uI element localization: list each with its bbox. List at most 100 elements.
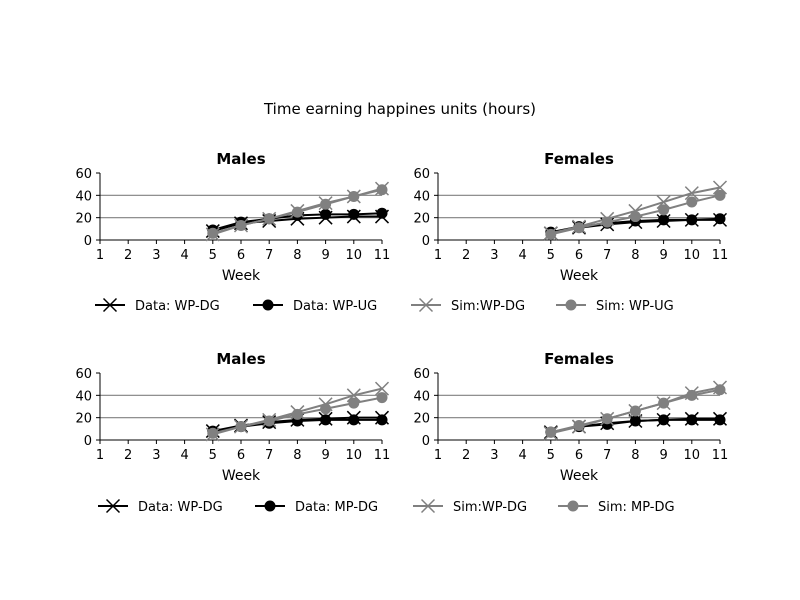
legend-label: Data: WP-UG — [293, 299, 377, 314]
x-tick-label: 9 — [659, 448, 667, 463]
legend-label: Data: WP-DG — [138, 500, 223, 515]
data-point — [235, 219, 247, 231]
series-sim-wp-ug — [207, 184, 388, 239]
x-tick-label: 1 — [434, 448, 442, 463]
x-axis-label: Week — [222, 268, 261, 284]
y-tick-label: 0 — [422, 434, 430, 449]
legend-item: Sim: WP-UG — [556, 299, 674, 314]
chart-panel-2: 0 20 40 60 1 2 3 4 5 6 7 8 9 10 11 Females Week — [413, 150, 728, 284]
series-sim-wp-ug — [545, 189, 726, 240]
data-point — [291, 206, 303, 218]
series-sim-mp-dg — [207, 392, 388, 439]
data-point — [684, 186, 699, 201]
data-point — [686, 414, 698, 426]
legend-marker — [102, 297, 118, 313]
x-tick-label: 2 — [124, 248, 132, 263]
x-tick-label: 3 — [152, 448, 160, 463]
y-tick-label: 20 — [75, 412, 92, 427]
legend: Data: WP-DG Data: MP-DG Sim:WP-DG Sim: MP-D… — [98, 498, 675, 515]
x-tick-label: 2 — [462, 248, 470, 263]
x-tick-label: 1 — [96, 448, 104, 463]
x-tick-label: 8 — [293, 448, 301, 463]
x-tick-label: 3 — [152, 248, 160, 263]
data-point — [545, 426, 557, 438]
y-tick-label: 40 — [413, 389, 430, 404]
data-point — [573, 419, 585, 431]
x-tick-label: 6 — [575, 248, 583, 263]
x-tick-label: 10 — [346, 448, 363, 463]
panel-title: Males — [216, 150, 265, 168]
y-tick-label: 60 — [75, 167, 92, 182]
data-point — [320, 414, 332, 426]
x-tick-label: 2 — [462, 448, 470, 463]
x-tick-label: 5 — [547, 448, 555, 463]
x-tick-label: 8 — [631, 448, 639, 463]
x-tick-label: 9 — [321, 248, 329, 263]
data-point — [686, 389, 698, 401]
legend-item: Sim:WP-DG — [413, 498, 527, 515]
data-point — [714, 414, 726, 426]
x-tick-label: 4 — [180, 448, 188, 463]
y-tick-label: 0 — [422, 234, 430, 249]
data-point — [545, 228, 557, 240]
y-tick-label: 40 — [413, 189, 430, 204]
y-tick-label: 0 — [84, 234, 92, 249]
legend-label: Sim:WP-DG — [451, 299, 525, 314]
x-tick-label: 5 — [547, 248, 555, 263]
data-point — [714, 189, 726, 201]
x-tick-label: 9 — [321, 448, 329, 463]
x-tick-label: 6 — [575, 448, 583, 463]
panel-title: Males — [216, 350, 265, 368]
legend-marker — [418, 297, 434, 313]
legend-label: Data: MP-DG — [295, 500, 378, 515]
series-sim-mp-dg — [545, 384, 726, 438]
data-point — [348, 414, 360, 426]
x-tick-label: 7 — [265, 448, 273, 463]
legend-item: Sim:WP-DG — [411, 297, 525, 314]
x-axis-label: Week — [560, 268, 599, 284]
data-point — [348, 190, 360, 202]
data-point — [374, 381, 390, 396]
legend-item: Data: WP-DG — [98, 498, 223, 515]
x-tick-label: 1 — [434, 248, 442, 263]
legend-label: Sim:WP-DG — [453, 500, 527, 515]
chart-panel-4: 0 20 40 60 1 2 3 4 5 6 7 8 9 10 11 Females Week — [413, 350, 728, 484]
x-tick-label: 4 — [518, 448, 526, 463]
x-axis-label: Week — [222, 468, 261, 484]
data-point — [263, 415, 275, 427]
legend-marker — [262, 299, 274, 311]
panel-title: Females — [544, 350, 614, 368]
x-tick-label: 6 — [237, 448, 245, 463]
x-tick-label: 8 — [293, 248, 301, 263]
y-tick-label: 60 — [75, 367, 92, 382]
y-tick-label: 20 — [75, 212, 92, 227]
x-tick-label: 7 — [265, 248, 273, 263]
legend: Data: WP-DG Data: WP-UG Sim:WP-DG Sim: WP-U… — [95, 297, 674, 314]
data-point — [573, 222, 585, 234]
panel-title: Females — [544, 150, 614, 168]
y-tick-label: 60 — [413, 367, 430, 382]
legend-marker — [565, 299, 577, 311]
chart-panel-3: 0 20 40 60 1 2 3 4 5 6 7 8 9 10 11 Males Week — [75, 350, 390, 484]
x-tick-label: 11 — [374, 448, 391, 463]
data-point — [320, 403, 332, 415]
x-tick-label: 8 — [631, 248, 639, 263]
data-point — [207, 227, 219, 239]
data-point — [712, 180, 728, 195]
y-tick-label: 60 — [413, 167, 430, 182]
data-point — [658, 204, 670, 216]
x-tick-label: 11 — [374, 248, 391, 263]
x-tick-label: 2 — [124, 448, 132, 463]
x-tick-label: 11 — [712, 248, 729, 263]
data-point — [291, 408, 303, 420]
data-point — [658, 214, 670, 226]
x-tick-label: 7 — [603, 448, 611, 463]
x-tick-label: 3 — [490, 248, 498, 263]
legend-item: Data: WP-DG — [95, 297, 220, 314]
legend-item: Data: MP-DG — [255, 500, 378, 515]
x-tick-label: 7 — [603, 248, 611, 263]
data-point — [601, 413, 613, 425]
x-axis-label: Week — [560, 468, 599, 484]
data-point — [686, 196, 698, 208]
